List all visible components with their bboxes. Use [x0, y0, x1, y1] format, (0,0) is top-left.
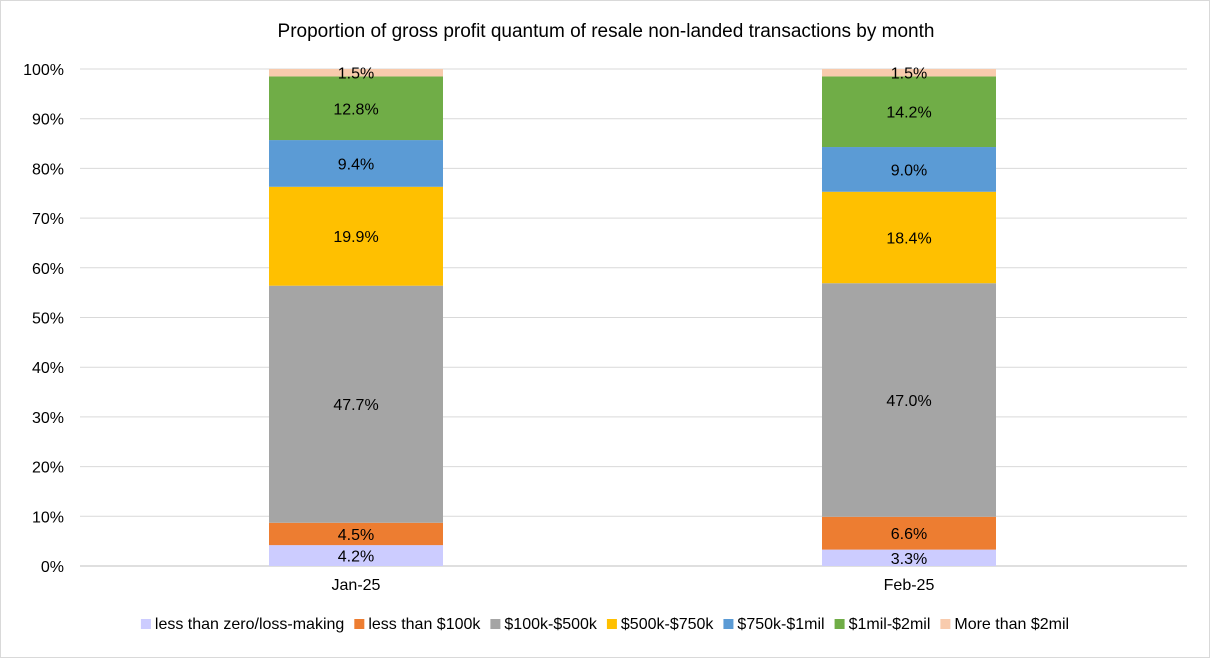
legend-item: $500k-$750k: [606, 616, 715, 633]
legend-item: less than $100k: [354, 616, 481, 633]
bars: 4.2% 4.5% 47.7% 19.9% 9.4% 12.8% 1.5% 3.3% 6.6% 4…: [269, 66, 996, 568]
data-label: 47.0%: [886, 393, 931, 410]
legend-label: less than $100k: [368, 616, 481, 633]
y-tick-label: 50%: [32, 311, 64, 328]
y-tick-label: 100%: [23, 62, 64, 79]
y-tick-label: 10%: [32, 509, 64, 526]
legend-label: $100k-$500k: [504, 616, 598, 633]
legend-swatch: [354, 619, 365, 629]
y-tick-label: 40%: [32, 360, 64, 377]
bar-segment: [269, 140, 443, 187]
bar-segment: [822, 191, 996, 284]
bar-segment: [269, 285, 443, 523]
data-label: 1.5%: [891, 66, 927, 83]
bar-segment: [269, 69, 443, 77]
gridlines: [80, 68, 1187, 567]
bar-segment: [269, 522, 443, 546]
bar-segment: [822, 69, 996, 77]
bar-segment: [269, 76, 443, 141]
data-label: 19.9%: [333, 229, 378, 246]
legend-item: $750k-$1mil: [723, 616, 825, 633]
x-tick-label: Feb-25: [884, 577, 935, 594]
legend-swatch: [490, 619, 501, 629]
bar-segment: [822, 516, 996, 550]
y-tick-label: 80%: [32, 161, 64, 178]
legend-item: less than zero/loss-making: [140, 616, 344, 633]
data-label: 18.4%: [886, 230, 931, 247]
legend-swatch: [723, 619, 734, 629]
data-label: 4.5%: [338, 527, 374, 544]
legend-swatch: [606, 619, 617, 629]
data-label: 3.3%: [891, 551, 927, 568]
y-axis-ticks: 0% 10% 20% 30% 40% 50% 60% 70% 80% 90% 100%: [23, 62, 64, 576]
legend-swatch: [940, 619, 951, 629]
legend-item: $100k-$500k: [490, 616, 598, 633]
y-tick-label: 20%: [32, 460, 64, 477]
x-tick-label: Jan-25: [332, 577, 381, 594]
bar-segment: [269, 545, 443, 566]
y-tick-label: 60%: [32, 261, 64, 278]
data-label: 9.4%: [338, 156, 374, 173]
legend-swatch: [140, 619, 151, 629]
bar-segment: [822, 76, 996, 148]
legend-label: $1mil-$2mil: [849, 616, 931, 633]
data-label: 4.2%: [338, 549, 374, 566]
legend: less than zero/loss-making less than $100…: [140, 616, 1069, 633]
y-tick-label: 30%: [32, 410, 64, 427]
legend-item: More than $2mil: [940, 616, 1069, 633]
bar-segment: [269, 186, 443, 286]
bar-segment: [822, 549, 996, 566]
legend-label: $500k-$750k: [621, 616, 715, 633]
y-tick-label: 0%: [41, 559, 64, 576]
bar-segment: [822, 147, 996, 192]
y-tick-label: 90%: [32, 112, 64, 129]
data-label: 6.6%: [891, 526, 927, 543]
data-label: 14.2%: [886, 105, 931, 122]
bar-segment: [822, 283, 996, 517]
data-label: 9.0%: [891, 162, 927, 179]
chart-title: Proportion of gross profit quantum of re…: [278, 21, 935, 42]
legend-label: less than zero/loss-making: [155, 616, 344, 633]
x-axis-ticks: Jan-25 Feb-25: [332, 577, 935, 594]
legend-label: More than $2mil: [954, 616, 1069, 633]
legend-item: $1mil-$2mil: [834, 616, 931, 633]
legend-swatch: [834, 619, 845, 629]
data-label: 1.5%: [338, 66, 374, 83]
data-label: 12.8%: [333, 101, 378, 118]
data-label: 47.7%: [333, 397, 378, 414]
y-tick-label: 70%: [32, 211, 64, 228]
legend-label: $750k-$1mil: [737, 616, 824, 633]
